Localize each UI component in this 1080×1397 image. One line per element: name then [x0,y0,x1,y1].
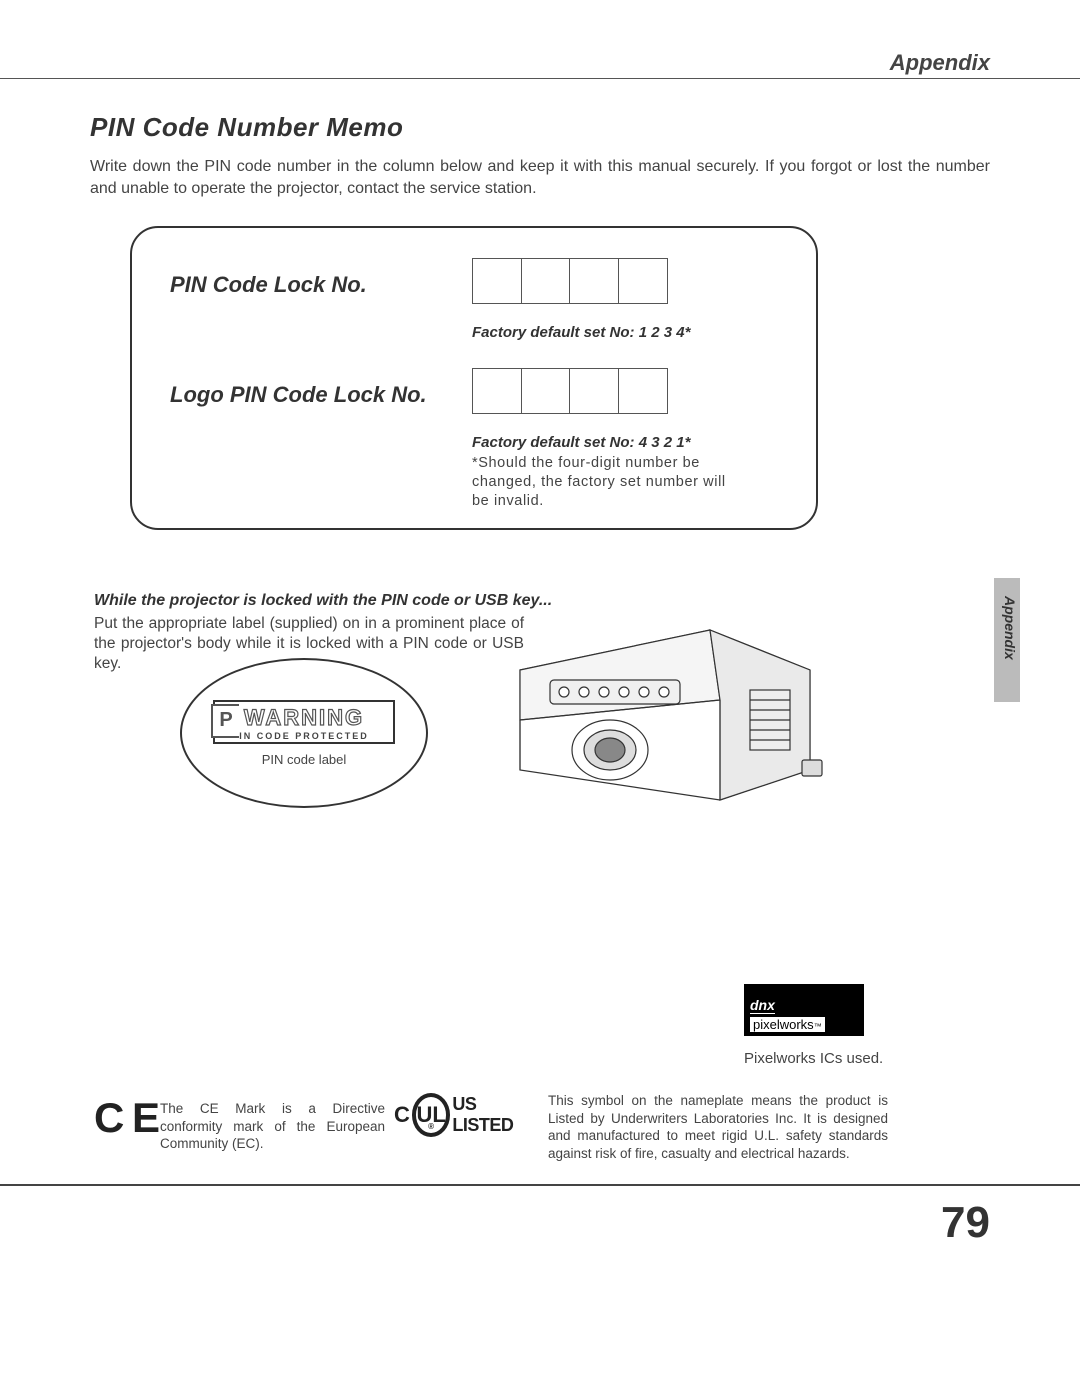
pixelworks-name: pixelworks [753,1018,814,1031]
pixelworks-logo: dnx pixelworks™ [744,984,864,1036]
intro-text: Write down the PIN code number in the co… [90,156,990,199]
bottom-rule [0,1184,1080,1186]
ul-c: C [394,1102,410,1128]
ul-registered: ® [428,1122,434,1131]
side-tab-text: Appendix [1002,596,1018,660]
logo-pin-lock-label: Logo PIN Code Lock No. [170,382,427,408]
ce-text: The CE Mark is a Directive conformity ma… [160,1100,385,1153]
pin-memo-box: PIN Code Lock No. Factory default set No… [130,226,818,530]
p-logo-icon: P [211,704,239,738]
pin-digit-1[interactable] [472,258,522,304]
page-number: 79 [941,1198,990,1248]
section-title: PIN Code Number Memo [90,112,403,143]
ul-text: This symbol on the nameplate means the p… [548,1092,888,1162]
logo-pin-digit-boxes[interactable] [472,368,668,414]
pin-digit-3[interactable] [569,258,619,304]
pin-change-note: *Should the four-digit number be changed… [472,454,742,511]
pin-lock-label: PIN Code Lock No. [170,272,367,298]
pin-default-text: Factory default set No: 1 2 3 4* [472,324,690,341]
pin-digit-4[interactable] [618,258,668,304]
logo-pin-digit-3[interactable] [569,368,619,414]
projector-illustration [460,600,840,820]
logo-pin-digit-4[interactable] [618,368,668,414]
pin-code-protected-text: IN CODE PROTECTED [221,731,387,741]
pin-digit-boxes[interactable] [472,258,668,304]
ul-listed-mark: C UL ® US LISTED [394,1086,528,1144]
pin-digit-2[interactable] [521,258,571,304]
logo-pin-digit-2[interactable] [521,368,571,414]
logo-pin-digit-1[interactable] [472,368,522,414]
ul-circle-icon: UL ® [412,1093,450,1137]
warning-text: WARNING [221,705,387,731]
pixelworks-dnx: dnx [750,998,775,1014]
logo-pin-default-text: Factory default set No: 4 3 2 1* [472,434,690,451]
header-appendix: Appendix [890,50,990,76]
ul-us-listed: US LISTED [452,1094,528,1136]
pin-label-caption: PIN code label [262,752,347,767]
warning-label-box: P WARNING IN CODE PROTECTED [213,700,395,744]
ce-mark-icon: C E [94,1094,158,1142]
manual-page: Appendix PIN Code Number Memo Write down… [0,0,1080,1397]
pin-code-label-oval: P WARNING IN CODE PROTECTED PIN code lab… [180,658,428,808]
top-rule [0,78,1080,79]
pixelworks-name-wrap: pixelworks™ [750,1017,825,1032]
pixelworks-caption: Pixelworks ICs used. [744,1050,883,1067]
pixelworks-tm: ™ [814,1023,822,1031]
